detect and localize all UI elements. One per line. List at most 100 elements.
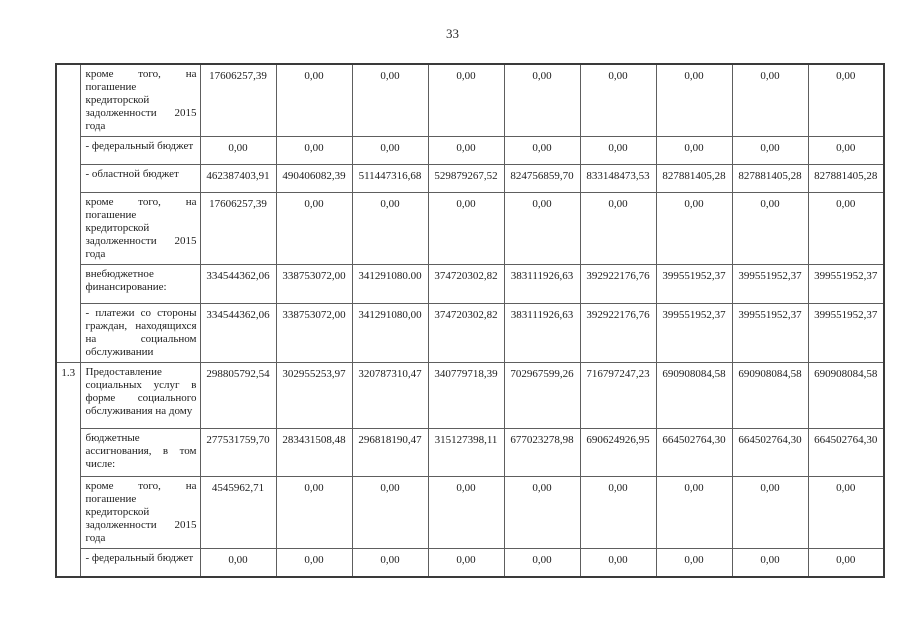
value-cell: 374720302,82 (427, 303, 505, 363)
table-row: 1.3 Предоставление социальных услуг в фор… (55, 362, 885, 577)
value-cell: 334544362,06 (199, 303, 277, 363)
row-label-cell: кроме того, на погашение кредиторской за… (79, 192, 201, 265)
value-cell: 277531759,70 (199, 428, 277, 477)
value-cell: 702967599,26 (503, 362, 581, 429)
row-label-cell: внебюджетное финансирование: (79, 264, 201, 304)
value-cell: 0,00 (807, 136, 885, 165)
value-cell: 0,00 (351, 136, 429, 165)
row-label-cell: кроме того, на погашение кредиторской за… (79, 476, 201, 549)
value-cell: 0,00 (655, 476, 733, 549)
value-cell: 690624926,95 (579, 428, 657, 477)
row-label-cell: кроме того, на погашение кредиторской за… (79, 63, 201, 137)
value-cell: 0,00 (655, 136, 733, 165)
value-cell: 0,00 (731, 548, 809, 577)
value-cell: 0,00 (275, 476, 353, 549)
value-cell: 0,00 (503, 63, 581, 137)
value-cell: 664502764,30 (731, 428, 809, 477)
value-cell: 0,00 (655, 63, 733, 137)
value-cell: 0,00 (351, 63, 429, 137)
value-cell: 677023278,98 (503, 428, 581, 477)
value-cell: 0,00 (731, 63, 809, 137)
value-cell: 302955253,97 (275, 362, 353, 429)
value-cell: 296818190,47 (351, 428, 429, 477)
row-label-cell: Предоставление социальных услуг в форме … (79, 362, 201, 429)
value-cell: 664502764,30 (655, 428, 733, 477)
value-cell: 0,00 (579, 548, 657, 577)
value-cell: 833148473,53 (579, 164, 657, 193)
value-cell: 0,00 (351, 548, 429, 577)
value-cell: 4545962,71 (199, 476, 277, 549)
value-cell: 490406082,39 (275, 164, 353, 193)
value-cell: 0,00 (275, 63, 353, 137)
value-cell: 17606257,39 (199, 63, 277, 137)
value-cell: 827881405,28 (655, 164, 733, 193)
table-row: - федеральный бюджет 0,00 0,00 0,00 0,00 0,00… (56, 136, 885, 165)
value-cell: 824756859,70 (503, 164, 581, 193)
value-cell: 0,00 (807, 192, 885, 265)
value-cell: 298805792,54 (199, 362, 277, 429)
value-cell: 0,00 (427, 476, 505, 549)
value-cell: 0,00 (199, 548, 277, 577)
value-cell: 0,00 (807, 476, 885, 549)
value-cell: 0,00 (427, 63, 505, 137)
table-row: - федеральный бюджет 0,00 0,00 0,00 0,00 0,00… (56, 548, 885, 577)
value-cell: 392922176,76 (579, 264, 657, 304)
table-row: кроме того, на погашение кредиторской за… (56, 476, 885, 549)
value-cell: 399551952,37 (655, 303, 733, 363)
value-cell: 690908084,58 (731, 362, 809, 429)
value-cell: 341291080,00 (351, 303, 429, 363)
value-cell: 0,00 (351, 192, 429, 265)
value-cell: 0,00 (655, 548, 733, 577)
value-cell: 690908084,58 (807, 362, 885, 429)
value-cell: 399551952,37 (807, 264, 885, 304)
value-cell: 664502764,30 (807, 428, 885, 477)
value-cell: 827881405,28 (807, 164, 885, 193)
value-cell: 334544362,06 (199, 264, 277, 304)
row-number-cell: 1.3 (55, 362, 81, 577)
value-cell: 0,00 (275, 548, 353, 577)
value-cell: 315127398,11 (427, 428, 505, 477)
page-number: 33 (446, 26, 459, 41)
row-label-cell: бюджетные ассигнования, в том числе: (79, 428, 201, 477)
budget-table: кроме того, на погашение кредиторской за… (55, 63, 885, 578)
budget-table-body: кроме того, на погашение кредиторской за… (55, 63, 885, 577)
row-label-cell: - платежи со стороны граждан, находящихс… (79, 303, 201, 363)
table-row: бюджетные ассигнования, в том числе: 2775… (56, 428, 885, 477)
row-number-cell (55, 63, 81, 363)
value-cell: 0,00 (731, 476, 809, 549)
value-cell: 0,00 (807, 548, 885, 577)
table-row: внебюджетное финансирование: 334544362,06… (56, 264, 885, 304)
row-label-cell: - федеральный бюджет (79, 548, 201, 577)
value-cell: 0,00 (275, 192, 353, 265)
value-cell: 374720302,82 (427, 264, 505, 304)
value-cell: 338753072,00 (275, 303, 353, 363)
value-cell: 0,00 (351, 476, 429, 549)
value-cell: 0,00 (579, 192, 657, 265)
value-cell: 716797247,23 (579, 362, 657, 429)
value-cell: 283431508,48 (275, 428, 353, 477)
value-cell: 0,00 (655, 192, 733, 265)
value-cell: 0,00 (427, 136, 505, 165)
value-cell: 17606257,39 (199, 192, 277, 265)
value-cell: 383111926,63 (503, 264, 581, 304)
value-cell: 399551952,37 (807, 303, 885, 363)
value-cell: 340779718,39 (427, 362, 505, 429)
value-cell: 0,00 (579, 63, 657, 137)
table-row: - платежи со стороны граждан, находящихс… (56, 303, 885, 363)
value-cell: 392922176,76 (579, 303, 657, 363)
value-cell: 0,00 (503, 192, 581, 265)
value-cell: 0,00 (503, 476, 581, 549)
value-cell: 0,00 (503, 136, 581, 165)
value-cell: 320787310,47 (351, 362, 429, 429)
table-row: - областной бюджет 462387403,91 490406082,… (56, 164, 885, 193)
value-cell: 399551952,37 (731, 264, 809, 304)
value-cell: 0,00 (579, 476, 657, 549)
value-cell: 0,00 (807, 63, 885, 137)
value-cell: 462387403,91 (199, 164, 277, 193)
value-cell: 383111926,63 (503, 303, 581, 363)
value-cell: 0,00 (503, 548, 581, 577)
row-label-cell: - областной бюджет (79, 164, 201, 193)
value-cell: 827881405,28 (731, 164, 809, 193)
table-row: кроме того, на погашение кредиторской за… (55, 63, 885, 363)
value-cell: 690908084,58 (655, 362, 733, 429)
